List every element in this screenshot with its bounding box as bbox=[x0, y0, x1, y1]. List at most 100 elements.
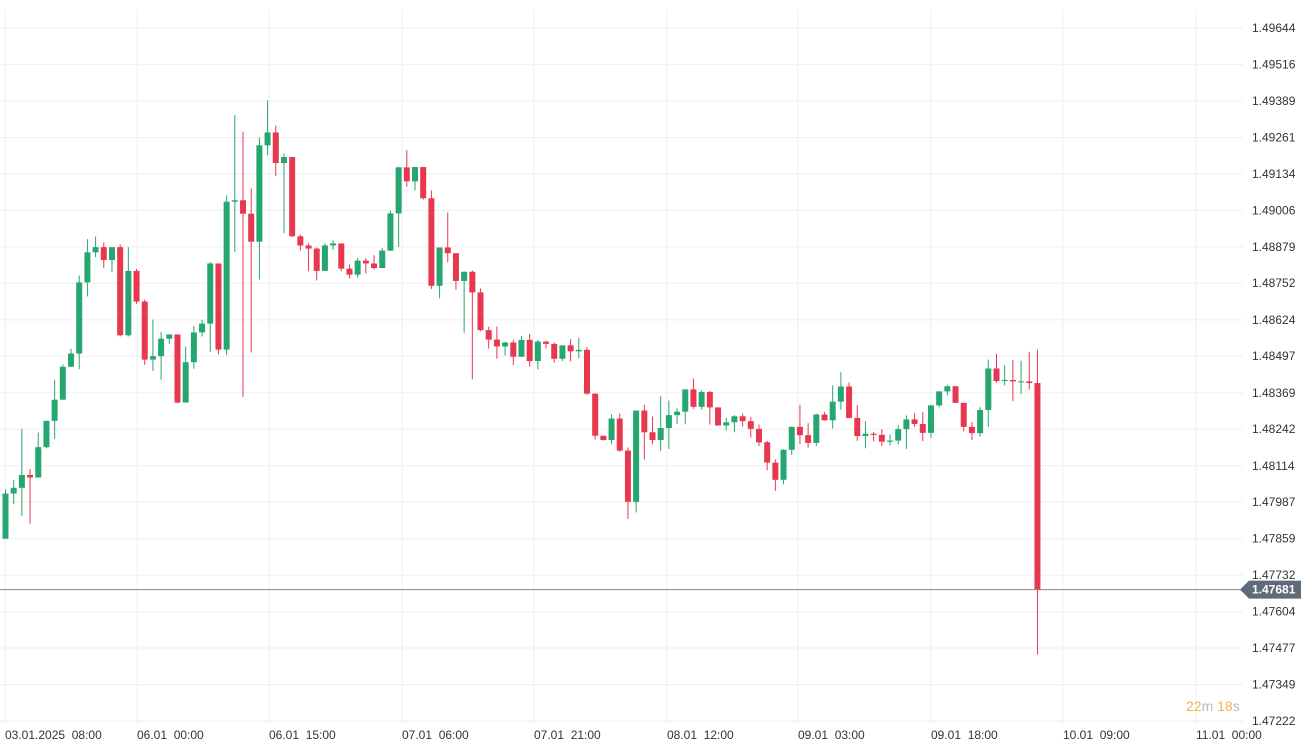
y-tick-label: 1.48879 bbox=[1252, 240, 1296, 254]
candle bbox=[854, 405, 861, 441]
candle bbox=[927, 404, 934, 438]
candle-body bbox=[641, 410, 648, 433]
candle bbox=[919, 412, 926, 442]
y-tick-label: 1.47477 bbox=[1252, 641, 1296, 655]
candle bbox=[190, 326, 197, 369]
candle-body bbox=[502, 342, 509, 347]
candle bbox=[616, 413, 623, 452]
y-tick-label: 1.47349 bbox=[1252, 678, 1296, 692]
candle bbox=[731, 415, 738, 433]
candle-body bbox=[706, 391, 713, 408]
candle-body bbox=[297, 236, 304, 246]
candle bbox=[289, 157, 296, 237]
candle bbox=[887, 434, 894, 446]
candle bbox=[715, 407, 722, 427]
candle-body bbox=[313, 248, 320, 271]
candle bbox=[436, 247, 443, 299]
candle-body bbox=[174, 334, 181, 403]
y-tick-label: 1.49006 bbox=[1252, 204, 1296, 218]
candle bbox=[821, 412, 828, 421]
candle bbox=[207, 262, 214, 352]
candle bbox=[1018, 360, 1025, 394]
candle bbox=[27, 468, 34, 524]
candle-body bbox=[117, 247, 124, 336]
candle-body bbox=[674, 411, 681, 416]
candle-body bbox=[362, 260, 369, 264]
candle bbox=[1026, 351, 1033, 390]
candle bbox=[68, 348, 75, 368]
x-tick-label: 08.01 12:00 bbox=[667, 728, 734, 742]
candle bbox=[805, 423, 812, 448]
candle bbox=[657, 396, 664, 451]
candle-body bbox=[10, 487, 17, 494]
candle-body bbox=[248, 213, 255, 242]
candle bbox=[420, 167, 427, 200]
candle-body bbox=[452, 253, 459, 281]
candle-body bbox=[895, 429, 902, 441]
candle bbox=[944, 384, 951, 396]
candle bbox=[43, 420, 50, 449]
candle bbox=[174, 334, 181, 404]
candle-body bbox=[166, 334, 173, 339]
candle bbox=[936, 391, 943, 408]
y-tick-label: 1.47859 bbox=[1252, 532, 1296, 546]
candle-body bbox=[387, 213, 394, 251]
candle bbox=[133, 268, 140, 304]
candle-body bbox=[436, 247, 443, 286]
candle bbox=[477, 288, 484, 332]
candle-body bbox=[395, 167, 402, 214]
candle bbox=[362, 258, 369, 274]
candle bbox=[395, 166, 402, 247]
candle-body bbox=[624, 450, 631, 502]
candle bbox=[559, 345, 566, 362]
candle bbox=[387, 210, 394, 252]
candle-body bbox=[84, 252, 91, 283]
candle bbox=[149, 319, 156, 371]
candle-body bbox=[944, 386, 951, 392]
candle bbox=[583, 347, 590, 395]
candle-body bbox=[854, 417, 861, 437]
candle-body bbox=[485, 330, 492, 340]
candle-body bbox=[952, 386, 959, 403]
candle bbox=[248, 188, 255, 353]
candle bbox=[100, 242, 107, 269]
candle bbox=[862, 421, 869, 449]
candle-body bbox=[1001, 379, 1008, 382]
y-tick-label: 1.47604 bbox=[1252, 605, 1296, 619]
current-price-label: 1.47681 bbox=[1252, 583, 1296, 597]
candle bbox=[510, 339, 517, 366]
candle-body bbox=[878, 434, 885, 442]
candle-body bbox=[575, 349, 582, 352]
candle-body bbox=[764, 442, 771, 463]
candle-body bbox=[747, 421, 754, 429]
candle-body bbox=[379, 250, 386, 269]
candle-body bbox=[534, 341, 541, 362]
candle bbox=[313, 247, 320, 281]
y-tick-label: 1.49389 bbox=[1252, 94, 1296, 108]
y-tick-label: 1.47222 bbox=[1252, 714, 1296, 728]
candle bbox=[592, 393, 599, 440]
candle-body bbox=[493, 339, 500, 347]
candle bbox=[51, 379, 58, 439]
candle bbox=[977, 407, 984, 437]
y-tick-label: 1.48497 bbox=[1252, 349, 1296, 363]
candle-body bbox=[444, 247, 451, 254]
candle bbox=[526, 333, 533, 367]
candle-body bbox=[27, 474, 34, 478]
candle bbox=[837, 372, 844, 410]
candle-body bbox=[567, 345, 574, 352]
candle-body bbox=[936, 391, 943, 406]
candle-body bbox=[68, 353, 75, 367]
candle-body bbox=[1018, 381, 1025, 383]
candle bbox=[649, 416, 656, 445]
candle-body bbox=[510, 342, 517, 357]
candle bbox=[747, 416, 754, 438]
x-tick-label: 07.01 06:00 bbox=[402, 728, 469, 742]
candle bbox=[600, 435, 607, 441]
candle-body bbox=[215, 263, 222, 350]
candle-countdown: 22m 18s bbox=[1186, 698, 1240, 714]
price-label-box bbox=[1240, 580, 1301, 599]
candle-body bbox=[543, 341, 550, 344]
